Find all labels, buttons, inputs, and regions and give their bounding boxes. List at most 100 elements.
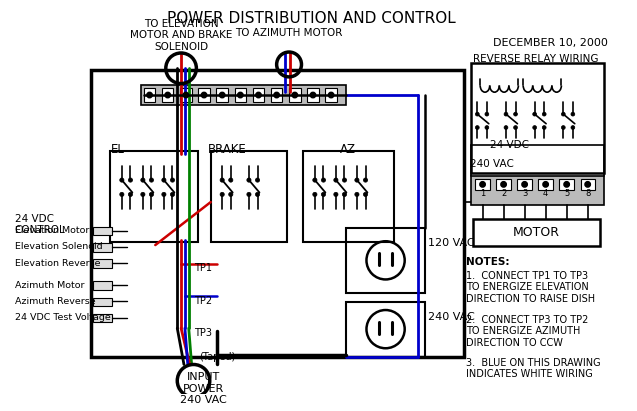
Bar: [144, 88, 155, 102]
Circle shape: [561, 126, 565, 129]
Circle shape: [170, 192, 175, 196]
Circle shape: [128, 192, 132, 196]
Bar: [538, 179, 553, 189]
Circle shape: [364, 192, 368, 196]
Circle shape: [480, 182, 485, 187]
Bar: [580, 179, 595, 189]
Circle shape: [313, 192, 317, 196]
Text: 24 VDC Test Voltage: 24 VDC Test Voltage: [15, 313, 111, 322]
Circle shape: [501, 182, 506, 187]
Circle shape: [311, 92, 315, 97]
Bar: [217, 88, 228, 102]
Bar: [198, 88, 210, 102]
Text: TO AZIMUTH MOTOR: TO AZIMUTH MOTOR: [236, 28, 343, 38]
Bar: [93, 282, 112, 290]
Circle shape: [255, 178, 260, 182]
Text: NOTES:: NOTES:: [466, 257, 510, 268]
Circle shape: [229, 178, 233, 182]
Circle shape: [561, 112, 565, 116]
Circle shape: [162, 178, 166, 182]
Bar: [162, 88, 173, 102]
Bar: [517, 179, 532, 189]
Circle shape: [571, 126, 575, 129]
Bar: [93, 298, 112, 306]
Text: TP1: TP1: [194, 263, 213, 273]
Bar: [141, 85, 347, 104]
Circle shape: [542, 112, 546, 116]
Circle shape: [513, 126, 517, 129]
Circle shape: [485, 112, 489, 116]
Circle shape: [533, 126, 536, 129]
Circle shape: [120, 192, 124, 196]
Bar: [473, 219, 599, 246]
Circle shape: [141, 178, 145, 182]
Circle shape: [229, 192, 233, 196]
Text: 5: 5: [564, 189, 569, 198]
Circle shape: [220, 92, 225, 97]
Text: 2: 2: [501, 189, 506, 198]
Text: AZ: AZ: [340, 143, 355, 156]
Text: 120 VAC: 120 VAC: [427, 238, 475, 248]
Text: 240 VAC: 240 VAC: [469, 159, 513, 169]
Bar: [234, 88, 246, 102]
Circle shape: [247, 178, 251, 182]
Circle shape: [504, 126, 508, 129]
Circle shape: [355, 192, 359, 196]
Text: 1: 1: [480, 189, 485, 198]
Circle shape: [571, 112, 575, 116]
Circle shape: [334, 178, 338, 182]
Circle shape: [321, 178, 326, 182]
Text: Azimuth Reverse: Azimuth Reverse: [15, 297, 96, 306]
Text: TO ELEVATION
MOTOR AND BRAKE
SOLENOID: TO ELEVATION MOTOR AND BRAKE SOLENOID: [130, 18, 233, 52]
Bar: [559, 179, 574, 189]
Bar: [93, 243, 112, 252]
Text: MOTOR: MOTOR: [513, 226, 560, 239]
Bar: [347, 302, 425, 357]
Text: 4: 4: [543, 189, 548, 198]
Circle shape: [485, 126, 489, 129]
Text: REVERSE RELAY WIRING: REVERSE RELAY WIRING: [473, 54, 598, 64]
Circle shape: [564, 182, 569, 187]
Circle shape: [202, 92, 206, 97]
Circle shape: [147, 92, 152, 97]
Bar: [180, 88, 192, 102]
Bar: [471, 176, 605, 205]
Circle shape: [170, 178, 175, 182]
Circle shape: [585, 182, 590, 187]
Circle shape: [313, 178, 317, 182]
Circle shape: [255, 192, 260, 196]
Text: 1.  CONNECT TP1 TO TP3
TO ENERGIZE ELEVATION
DIRECTION TO RAISE DISH: 1. CONNECT TP1 TO TP3 TO ENERGIZE ELEVAT…: [466, 271, 595, 304]
Bar: [307, 88, 318, 102]
Bar: [93, 259, 112, 268]
Text: TP2: TP2: [194, 296, 213, 306]
Circle shape: [247, 192, 251, 196]
Circle shape: [329, 92, 334, 97]
Circle shape: [275, 92, 279, 97]
Circle shape: [128, 178, 132, 182]
Circle shape: [343, 178, 347, 182]
Circle shape: [220, 192, 224, 196]
Text: Elevation Solenoid: Elevation Solenoid: [15, 242, 103, 252]
Circle shape: [475, 112, 479, 116]
Text: 2.  CONNECT TP3 TO TP2
TO ENERGIZE AZIMUTH
DIRECTION TO CCW: 2. CONNECT TP3 TO TP2 TO ENERGIZE AZIMUT…: [466, 315, 588, 348]
Circle shape: [543, 182, 548, 187]
Text: TP3: TP3: [194, 328, 213, 338]
Circle shape: [542, 126, 546, 129]
Circle shape: [475, 126, 479, 129]
Text: 240 VAC: 240 VAC: [427, 312, 475, 322]
Text: EL: EL: [110, 143, 124, 156]
Bar: [347, 228, 425, 293]
Text: 8: 8: [585, 189, 590, 198]
Bar: [496, 179, 511, 189]
Circle shape: [256, 92, 261, 97]
Bar: [93, 314, 112, 323]
Text: Elevation Motor: Elevation Motor: [15, 226, 89, 235]
Circle shape: [220, 178, 224, 182]
Text: (Taped): (Taped): [199, 352, 236, 362]
Circle shape: [343, 192, 347, 196]
Circle shape: [321, 192, 326, 196]
Circle shape: [149, 178, 154, 182]
Circle shape: [334, 192, 338, 196]
Circle shape: [355, 178, 359, 182]
Text: INPUT
POWER
240 VAC: INPUT POWER 240 VAC: [180, 372, 226, 405]
